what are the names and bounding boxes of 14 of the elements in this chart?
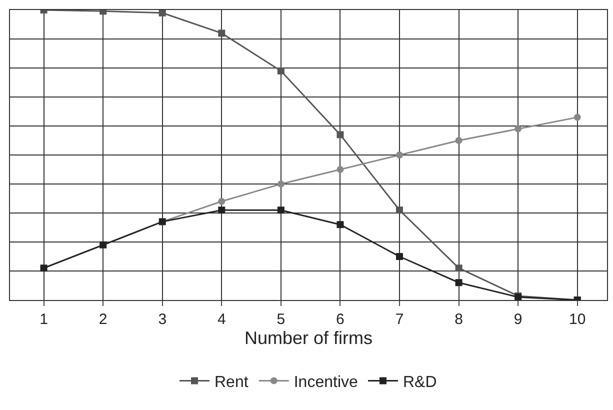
x-tick-label: 10 xyxy=(569,311,586,328)
x-tick-label: 9 xyxy=(514,311,522,328)
legend-label: Rent xyxy=(214,374,249,391)
legend-label: Incentive xyxy=(294,374,358,391)
x-tick-label: 7 xyxy=(395,311,404,328)
x-tick-label: 5 xyxy=(276,311,286,328)
x-axis-title: Number of firms xyxy=(244,328,373,348)
legend-label: R&D xyxy=(402,374,437,391)
x-tick-label: 8 xyxy=(454,311,463,328)
x-tick-label: 2 xyxy=(98,311,108,328)
x-tick-label: 3 xyxy=(158,311,167,328)
x-tick-label: 6 xyxy=(336,311,344,328)
x-tick-label: 1 xyxy=(40,311,48,328)
x-tick-label: 4 xyxy=(217,311,226,328)
